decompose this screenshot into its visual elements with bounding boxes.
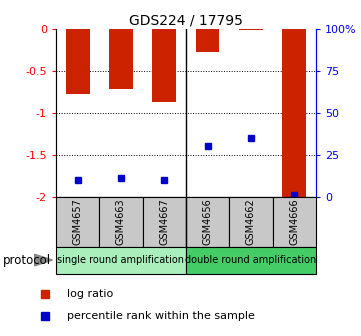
Bar [186, 247, 316, 274]
Text: percentile rank within the sample: percentile rank within the sample [67, 311, 255, 321]
Text: single round amplification: single round amplification [57, 255, 184, 265]
Bar [239, 29, 263, 30]
Text: GSM4663: GSM4663 [116, 199, 126, 245]
Text: log ratio: log ratio [67, 290, 113, 299]
Text: GSM4657: GSM4657 [73, 198, 83, 245]
Bar [56, 197, 99, 247]
Text: double round amplification: double round amplification [185, 255, 317, 265]
Text: protocol: protocol [3, 254, 51, 266]
Polygon shape [35, 254, 52, 266]
Bar [109, 29, 133, 89]
Bar [196, 29, 219, 52]
Bar [66, 29, 90, 94]
Bar [282, 29, 306, 201]
Bar [186, 197, 229, 247]
Text: GSM4662: GSM4662 [246, 198, 256, 245]
Bar [143, 197, 186, 247]
Bar [99, 197, 143, 247]
Bar [152, 29, 176, 102]
Text: GSM4666: GSM4666 [289, 199, 299, 245]
Text: GSM4667: GSM4667 [159, 198, 169, 245]
Text: GSM4656: GSM4656 [203, 198, 213, 245]
Bar [56, 247, 186, 274]
Bar [273, 197, 316, 247]
Bar [229, 197, 273, 247]
Title: GDS224 / 17795: GDS224 / 17795 [129, 13, 243, 28]
